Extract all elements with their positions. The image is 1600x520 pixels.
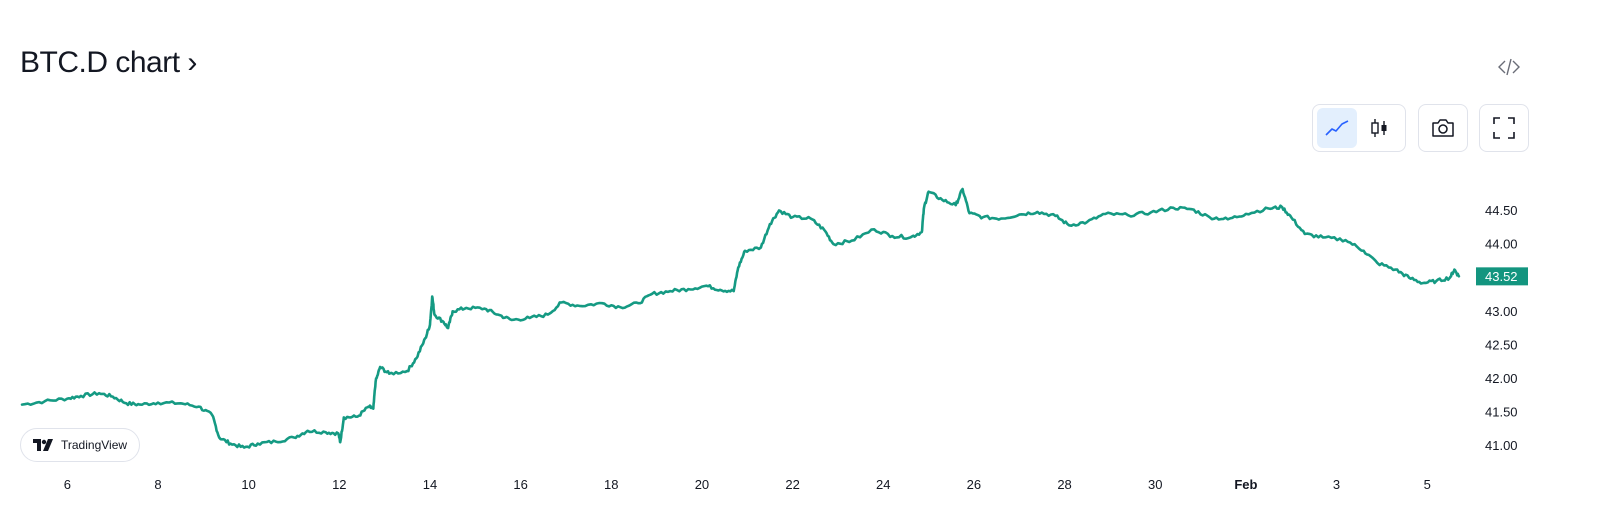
x-tick-label: 22 [785, 477, 799, 492]
y-tick-label: 43.00 [1485, 304, 1518, 319]
page-title[interactable]: BTC.D chart › [20, 46, 197, 79]
fullscreen-button[interactable] [1484, 108, 1524, 148]
snapshot-group [1418, 104, 1468, 152]
last-price-marker [1476, 267, 1528, 286]
x-tick-label: 5 [1424, 477, 1431, 492]
x-tick-label: 3 [1333, 477, 1340, 492]
x-tick-label: 8 [154, 477, 161, 492]
series-line [20, 187, 1461, 449]
x-tick-label: 6 [64, 477, 71, 492]
x-tick-label: 26 [967, 477, 981, 492]
fullscreen-icon [1493, 117, 1515, 139]
line-style-button[interactable] [1317, 108, 1357, 148]
x-tick-label: 18 [604, 477, 618, 492]
y-tick-label: 44.50 [1485, 203, 1518, 218]
tradingview-badge[interactable]: TradingView [20, 428, 141, 462]
x-tick-label: 14 [423, 477, 437, 492]
chart-style-group [1312, 104, 1406, 152]
x-tick-label: Feb [1234, 477, 1257, 492]
x-tick-label: 20 [695, 477, 709, 492]
x-tick-label: 28 [1057, 477, 1071, 492]
fullscreen-group [1479, 104, 1529, 152]
last-price-label: 43.52 [1485, 269, 1518, 284]
x-tick-label: 24 [876, 477, 890, 492]
x-tick-label: 16 [513, 477, 527, 492]
line-chart-icon [1325, 120, 1349, 136]
y-tick-label: 41.50 [1485, 405, 1518, 420]
y-tick-label: 42.50 [1485, 337, 1518, 352]
code-icon[interactable] [1496, 54, 1522, 80]
tradingview-logo-icon [33, 439, 53, 451]
candlestick-icon [1371, 119, 1387, 137]
camera-icon [1432, 119, 1454, 137]
x-tick-label: 30 [1148, 477, 1162, 492]
x-tick-label: 10 [241, 477, 255, 492]
snapshot-button[interactable] [1423, 108, 1463, 148]
tradingview-label: TradingView [61, 438, 128, 452]
y-tick-label: 44.00 [1485, 237, 1518, 252]
x-tick-label: 12 [332, 477, 346, 492]
y-tick-label: 42.00 [1485, 371, 1518, 386]
y-tick-label: 41.00 [1485, 438, 1518, 453]
candle-style-button[interactable] [1359, 108, 1399, 148]
